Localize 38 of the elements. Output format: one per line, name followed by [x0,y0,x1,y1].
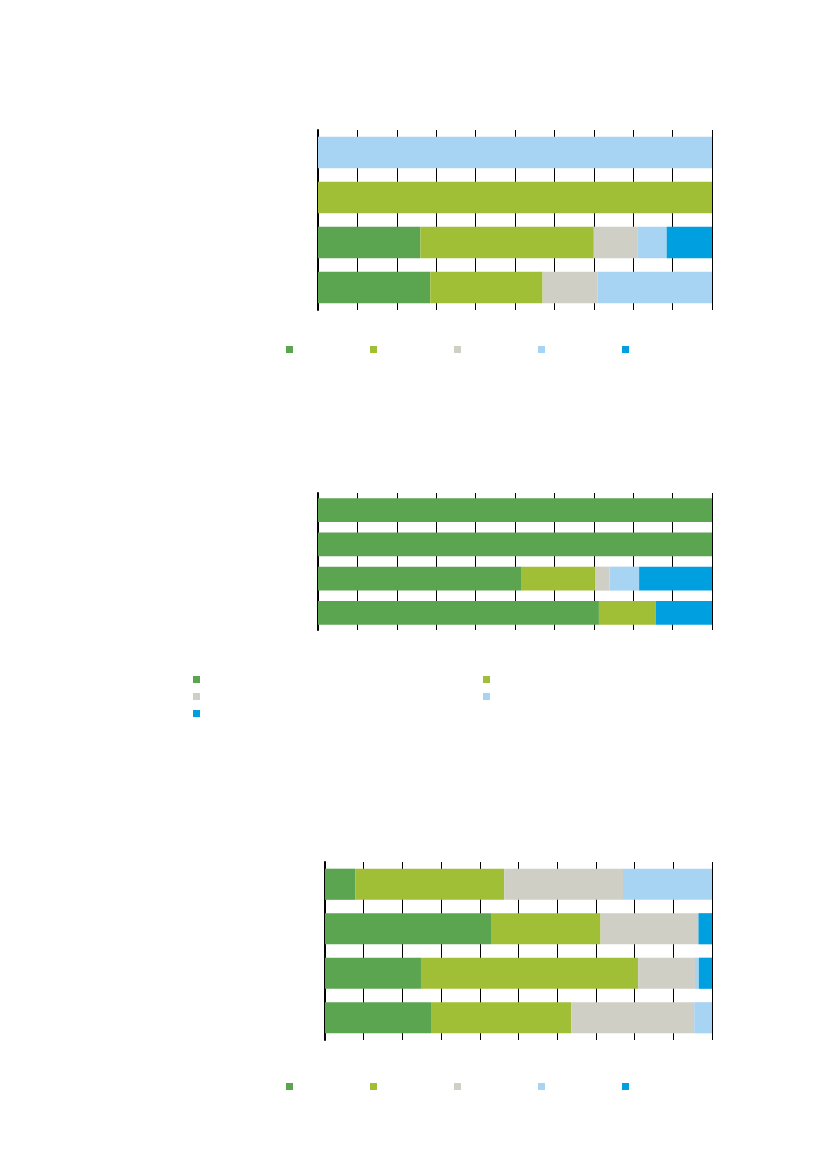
bar [325,913,492,945]
bar [639,566,712,591]
bar [571,1002,695,1034]
bar [637,226,667,259]
bar [318,532,712,557]
bar [698,957,712,989]
bar [318,600,599,625]
bar [325,957,421,989]
bar [698,913,712,945]
bar [521,566,595,591]
bar [318,136,712,169]
bar [694,1002,712,1034]
bar [655,600,712,625]
bar [318,498,712,523]
bar [318,271,431,304]
bar [638,957,695,989]
bar [593,226,638,259]
bar [431,1002,572,1034]
bar [600,913,699,945]
bar [491,913,601,945]
bar [666,226,712,259]
bar [420,226,594,259]
bar [542,271,598,304]
bar [622,868,712,900]
bar [355,868,505,900]
bar [318,181,712,214]
bar [430,271,543,304]
bar [598,600,656,625]
bar [597,271,712,304]
bar [504,868,623,900]
bar [318,226,421,259]
bar [609,566,640,591]
bar [325,868,356,900]
bar [318,566,522,591]
bar [420,957,639,989]
bar [694,957,699,989]
bar [594,566,610,591]
bar [325,1002,432,1034]
